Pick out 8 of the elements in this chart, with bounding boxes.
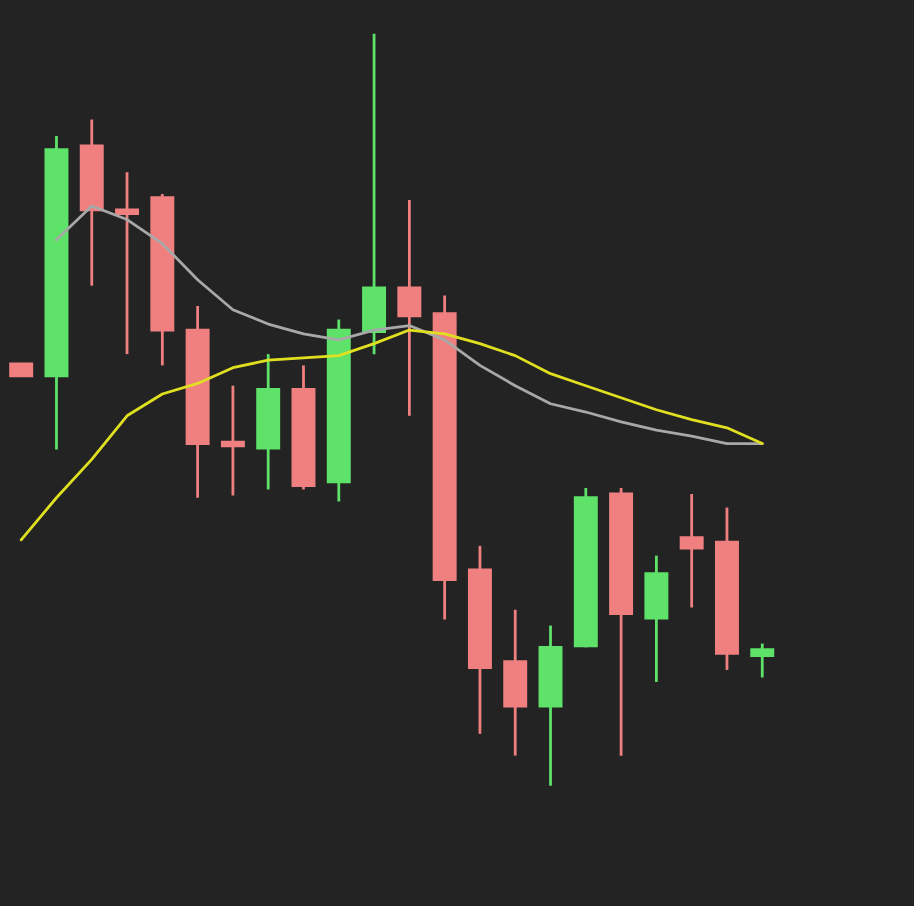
candlestick [644,554,669,684]
candlestick [679,492,704,609]
candlestick [115,170,140,356]
candlestick [220,384,245,497]
candlestick [750,642,775,679]
candlestick [362,32,387,356]
candlestick [397,198,422,418]
candlestick [503,608,528,758]
